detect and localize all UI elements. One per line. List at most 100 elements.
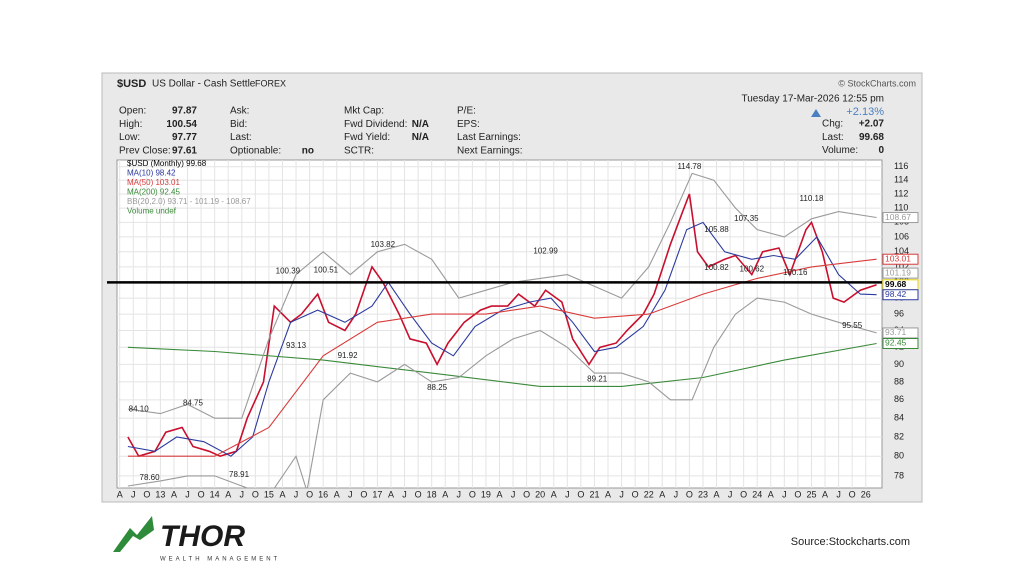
date: Tuesday 17-Mar-2026 12:55 pm (742, 94, 885, 105)
value-tag (882, 337, 919, 349)
x-tick-label: O (143, 489, 150, 499)
annotation: 84.75 (183, 398, 204, 407)
annotation: 95.55 (842, 321, 863, 330)
brand: THOR (160, 520, 245, 553)
quote-label: Volume: (822, 145, 858, 156)
tagline: WEALTH MANAGEMENT (160, 557, 280, 563)
field-label: Fwd Yield: (344, 132, 390, 143)
annotation: 91.92 (338, 351, 359, 360)
x-tick-label: J (457, 489, 462, 499)
y-tick-label: 106 (894, 231, 909, 241)
x-tick-label: A (605, 489, 611, 499)
y-tick-label: 88 (894, 376, 904, 386)
y-tick-label: 116 (894, 161, 908, 171)
field-value: 97.61 (172, 146, 197, 157)
annotation: 100.82 (704, 263, 729, 272)
x-tick-label: O (252, 489, 259, 499)
legend-entry: $USD (Monthly) 99.68 (127, 159, 207, 168)
x-tick-label: A (496, 489, 502, 499)
value-tag (882, 289, 919, 301)
x-tick-label: O (306, 489, 313, 499)
annotation: 110.18 (800, 194, 824, 203)
x-tick-label: 23 (698, 489, 708, 499)
x-tick-label: J (674, 489, 679, 499)
field-label: Next Earnings: (457, 146, 523, 157)
quote-label: Chg: (822, 119, 843, 130)
field-label: Last Earnings: (457, 132, 521, 143)
field-label: Last: (230, 132, 252, 143)
x-tick-label: 16 (318, 489, 328, 499)
field-label: Open: (119, 106, 146, 117)
annotation: 78.60 (140, 473, 161, 482)
symbol: $USD (117, 78, 146, 90)
x-tick-label: 22 (644, 489, 654, 499)
x-tick-label: A (225, 489, 231, 499)
value-tag-label: 98.42 (885, 289, 907, 299)
value-tag-label: 93.71 (885, 327, 907, 337)
field-label: P/E: (457, 106, 476, 117)
x-tick-label: 24 (752, 489, 762, 499)
x-tick-label: O (794, 489, 801, 499)
value-tag-label: 101.19 (885, 267, 911, 277)
annotation: 100.62 (740, 265, 765, 274)
y-tick-label: 96 (894, 309, 904, 319)
x-tick-label: A (279, 489, 285, 499)
field-label: Optionable: (230, 146, 281, 157)
y-tick-label: 78 (894, 470, 904, 480)
x-tick-label: J (782, 489, 787, 499)
series-line (127, 258, 877, 457)
field-label: Ask: (230, 106, 249, 117)
x-tick-label: O (686, 489, 693, 499)
annotation: 88.25 (427, 383, 448, 392)
field-label: Mkt Cap: (344, 106, 384, 117)
field-value: no (302, 146, 314, 157)
x-tick-label: 13 (155, 489, 165, 499)
y-tick-label: 102 (894, 261, 909, 271)
y-tick-label: 104 (894, 246, 909, 256)
x-tick-label: O (198, 489, 205, 499)
quote-value: 0 (878, 145, 884, 156)
x-tick-label: 17 (372, 489, 382, 499)
x-tick-label: J (836, 489, 841, 499)
y-tick-label: 80 (894, 451, 904, 461)
series-line (127, 297, 877, 488)
x-tick-label: J (240, 489, 245, 499)
y-tick-label: 112 (894, 188, 908, 198)
field-label: Fwd Dividend: (344, 119, 407, 130)
x-tick-label: A (388, 489, 394, 499)
field-label: High: (119, 119, 142, 130)
x-tick-label: A (334, 489, 340, 499)
quote-value: 99.68 (859, 132, 884, 143)
x-tick-label: 26 (861, 489, 871, 499)
annotation: 100.39 (276, 266, 301, 275)
credit: © StockCharts.com (838, 78, 916, 88)
annotation: 100.16 (783, 268, 808, 277)
x-tick-label: 20 (535, 489, 545, 499)
y-tick-label: 82 (894, 431, 904, 441)
series-line (127, 342, 877, 387)
x-tick-label: O (415, 489, 422, 499)
annotation: 100.51 (314, 265, 339, 274)
value-tag (882, 327, 919, 339)
field-value: 97.77 (172, 132, 197, 143)
y-tick-label: 90 (894, 359, 904, 369)
field-value: 97.87 (172, 106, 197, 117)
x-tick-label: J (348, 489, 353, 499)
x-tick-label: 14 (210, 489, 220, 499)
field-label: SCTR: (344, 146, 374, 157)
legend-entry: Volume undef (127, 207, 177, 216)
x-tick-label: 15 (264, 489, 274, 499)
change-pct: +2.13% (846, 106, 884, 118)
value-tag-label: 99.68 (885, 279, 907, 289)
annotation: 93.13 (286, 341, 307, 350)
legend-entry: BB(20,2.0) 93.71 - 101.19 - 108.67 (127, 197, 251, 206)
x-tick-label: O (469, 489, 476, 499)
x-tick-label: O (360, 489, 367, 499)
x-tick-label: A (171, 489, 177, 499)
field-value: N/A (412, 119, 429, 130)
x-tick-label: O (577, 489, 584, 499)
x-tick-label: A (659, 489, 665, 499)
x-tick-label: 21 (589, 489, 599, 499)
y-tick-label: 86 (894, 394, 904, 404)
